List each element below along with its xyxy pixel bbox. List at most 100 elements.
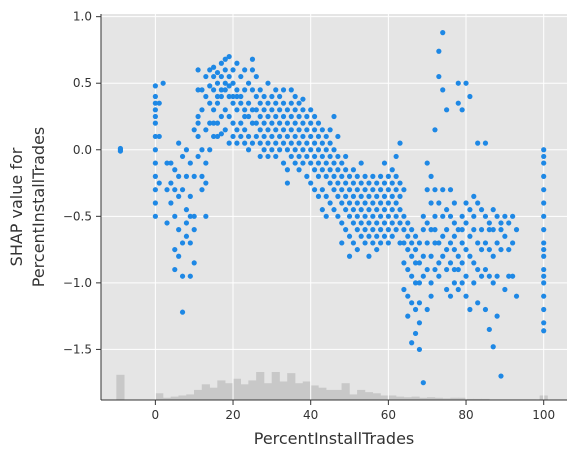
- data-point-242: [319, 187, 325, 193]
- data-point-483: [478, 207, 485, 213]
- data-point-5: [152, 107, 158, 113]
- histogram-bar-19: [294, 383, 304, 400]
- data-point-481: [478, 246, 485, 253]
- data-point-86: [214, 120, 221, 126]
- histogram-bar-13: [248, 380, 257, 400]
- data-point-437: [447, 240, 454, 246]
- data-point-354: [393, 213, 399, 219]
- data-point-67: [203, 93, 209, 100]
- data-point-170: [273, 140, 279, 146]
- data-point-148: [257, 140, 263, 146]
- data-point-23: [168, 180, 174, 186]
- data-point-27: [172, 187, 178, 193]
- data-point-103: [226, 93, 232, 100]
- data-point-190: [284, 167, 290, 173]
- data-point-328: [374, 246, 380, 253]
- data-point-517: [513, 227, 520, 233]
- data-point-381: [409, 300, 415, 306]
- data-point-247: [323, 173, 329, 179]
- data-point-116: [234, 127, 240, 133]
- data-point-339: [381, 233, 388, 239]
- data-point-434: [444, 266, 450, 273]
- data-point-503: [498, 227, 504, 233]
- histogram-bar-7: [201, 384, 210, 400]
- data-point-366: [401, 227, 407, 233]
- data-point-441: [451, 220, 457, 226]
- data-point-45: [183, 233, 190, 239]
- data-point-201: [292, 107, 298, 113]
- data-point-438: [447, 260, 454, 266]
- histogram-bar-15: [263, 383, 273, 400]
- data-point-474: [471, 193, 477, 199]
- data-point-420: [436, 200, 442, 206]
- data-point-332: [378, 227, 384, 233]
- data-point-449: [455, 227, 461, 233]
- data-point-131: [245, 113, 252, 120]
- data-point-36: [179, 187, 186, 193]
- data-point-296: [354, 173, 360, 179]
- data-point-28: [172, 167, 178, 173]
- data-point-122: [238, 133, 244, 140]
- data-point-211: [300, 147, 306, 153]
- data-point-444: [451, 233, 457, 239]
- data-point-126: [242, 127, 248, 133]
- data-point-377: [409, 227, 415, 233]
- data-point-258: [331, 173, 337, 179]
- data-point-74: [207, 120, 213, 126]
- data-point-254: [327, 140, 333, 146]
- data-point-251: [327, 153, 333, 160]
- data-point-394: [416, 346, 423, 353]
- data-point-405: [424, 306, 430, 313]
- data-point-156: [261, 93, 267, 100]
- data-point-125: [242, 107, 248, 113]
- histogram-bar-41: [465, 398, 474, 400]
- data-point-142: [253, 120, 259, 126]
- data-point-262: [331, 113, 337, 120]
- data-point-306: [362, 213, 368, 219]
- data-point-280: [343, 153, 349, 160]
- data-point-484: [482, 140, 489, 146]
- data-point-351: [389, 167, 395, 173]
- histogram-bar-0: [116, 374, 125, 400]
- data-point-145: [253, 93, 259, 100]
- data-point-382: [409, 340, 415, 346]
- data-point-372: [405, 233, 411, 239]
- data-point-399: [420, 380, 426, 386]
- data-point-260: [331, 147, 337, 153]
- histogram-bar-28: [364, 392, 374, 400]
- data-point-112: [230, 93, 236, 100]
- data-point-293: [354, 187, 360, 193]
- data-point-448: [455, 100, 461, 106]
- data-point-422: [436, 260, 442, 266]
- data-point-490: [486, 246, 492, 253]
- data-point-178: [277, 107, 283, 113]
- histogram-bar-39: [450, 397, 459, 400]
- data-point-69: [203, 160, 209, 166]
- data-point-370: [401, 286, 407, 293]
- data-point-273: [339, 220, 345, 226]
- data-point-236: [315, 133, 322, 140]
- data-point-363: [397, 240, 403, 246]
- data-point-403: [424, 187, 430, 193]
- data-point-317: [370, 200, 376, 206]
- data-point-305: [362, 200, 368, 206]
- data-point-419: [436, 73, 442, 80]
- data-point-48: [187, 240, 193, 246]
- data-point-268: [335, 133, 341, 140]
- data-point-199: [292, 147, 298, 153]
- data-point-384: [412, 246, 419, 253]
- data-point-22: [164, 220, 170, 226]
- data-point-521: [541, 187, 547, 193]
- data-point-326: [374, 233, 380, 239]
- data-point-376: [405, 313, 411, 319]
- data-point-375: [405, 293, 411, 299]
- gridlines: [101, 14, 567, 400]
- data-point-180: [280, 127, 287, 133]
- data-point-520: [541, 173, 547, 179]
- data-point-447: [455, 80, 461, 86]
- data-point-43: [183, 207, 190, 213]
- data-point-453: [459, 213, 465, 219]
- data-point-506: [498, 373, 504, 379]
- histogram-bar-33: [403, 397, 412, 400]
- data-point-400: [424, 220, 430, 226]
